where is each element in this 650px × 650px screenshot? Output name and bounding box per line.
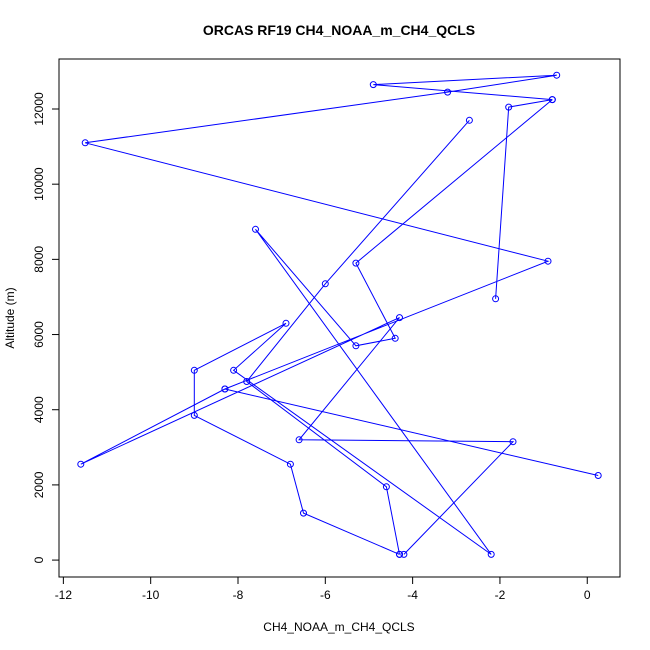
data-point <box>300 509 307 517</box>
data-point <box>286 460 294 468</box>
y-tick-label: 8000 <box>32 246 46 273</box>
data-point <box>190 366 198 374</box>
y-tick-label: 0 <box>32 556 46 563</box>
y-axis-label: Altitude (m) <box>3 287 17 348</box>
data-point <box>382 483 390 491</box>
data-point <box>391 334 399 342</box>
data-point <box>492 295 500 303</box>
series-line-0 <box>80 74 557 555</box>
y-tick-label: 10000 <box>32 167 46 201</box>
data-point <box>252 225 259 233</box>
x-axis: -12 -10 -8 -6 -4 -2 0 <box>55 577 591 602</box>
data-point <box>396 550 403 558</box>
x-tick-label: -4 <box>407 588 418 602</box>
data-point <box>509 438 517 446</box>
series-line-1 <box>193 99 553 555</box>
x-tick-label: -10 <box>142 588 160 602</box>
data-point <box>352 342 360 350</box>
data-point <box>444 88 452 96</box>
data-point <box>321 280 329 288</box>
data-point <box>243 378 251 385</box>
data-point <box>487 550 495 558</box>
x-tick-label: -2 <box>495 588 506 602</box>
chart-title: ORCAS RF19 CH4_NOAA_m_CH4_QCLS <box>203 22 475 38</box>
x-axis-label: CH4_NOAA_m_CH4_QCLS <box>263 620 414 634</box>
series-line-3 <box>224 388 599 476</box>
y-axis: 0 2000 4000 6000 8000 10000 12000 <box>32 92 59 563</box>
y-tick-label: 12000 <box>32 92 46 126</box>
data-point <box>544 257 552 265</box>
data-point <box>282 319 290 327</box>
y-tick-label: 6000 <box>32 321 46 348</box>
data-point <box>505 103 513 111</box>
data-point <box>465 116 473 124</box>
data-point <box>400 550 408 558</box>
data-point <box>295 436 303 444</box>
x-tick-label: -8 <box>233 588 244 602</box>
data-point <box>594 472 602 479</box>
data-point <box>190 411 198 419</box>
data-point <box>369 81 377 89</box>
y-tick-label: 4000 <box>32 396 46 423</box>
data-point <box>352 259 360 267</box>
series-line-2 <box>245 119 470 555</box>
data-point <box>77 460 85 468</box>
x-tick-label: 0 <box>584 588 591 602</box>
data-point <box>221 385 229 393</box>
series-layer <box>77 71 602 558</box>
data-point <box>396 314 403 322</box>
data-point <box>81 139 89 147</box>
plot-frame <box>58 58 621 578</box>
data-point <box>553 71 561 79</box>
y-tick-label: 2000 <box>32 471 46 498</box>
x-tick-label: -12 <box>55 588 73 602</box>
data-point <box>548 96 556 104</box>
data-point <box>230 366 238 374</box>
x-tick-label: -6 <box>320 588 331 602</box>
